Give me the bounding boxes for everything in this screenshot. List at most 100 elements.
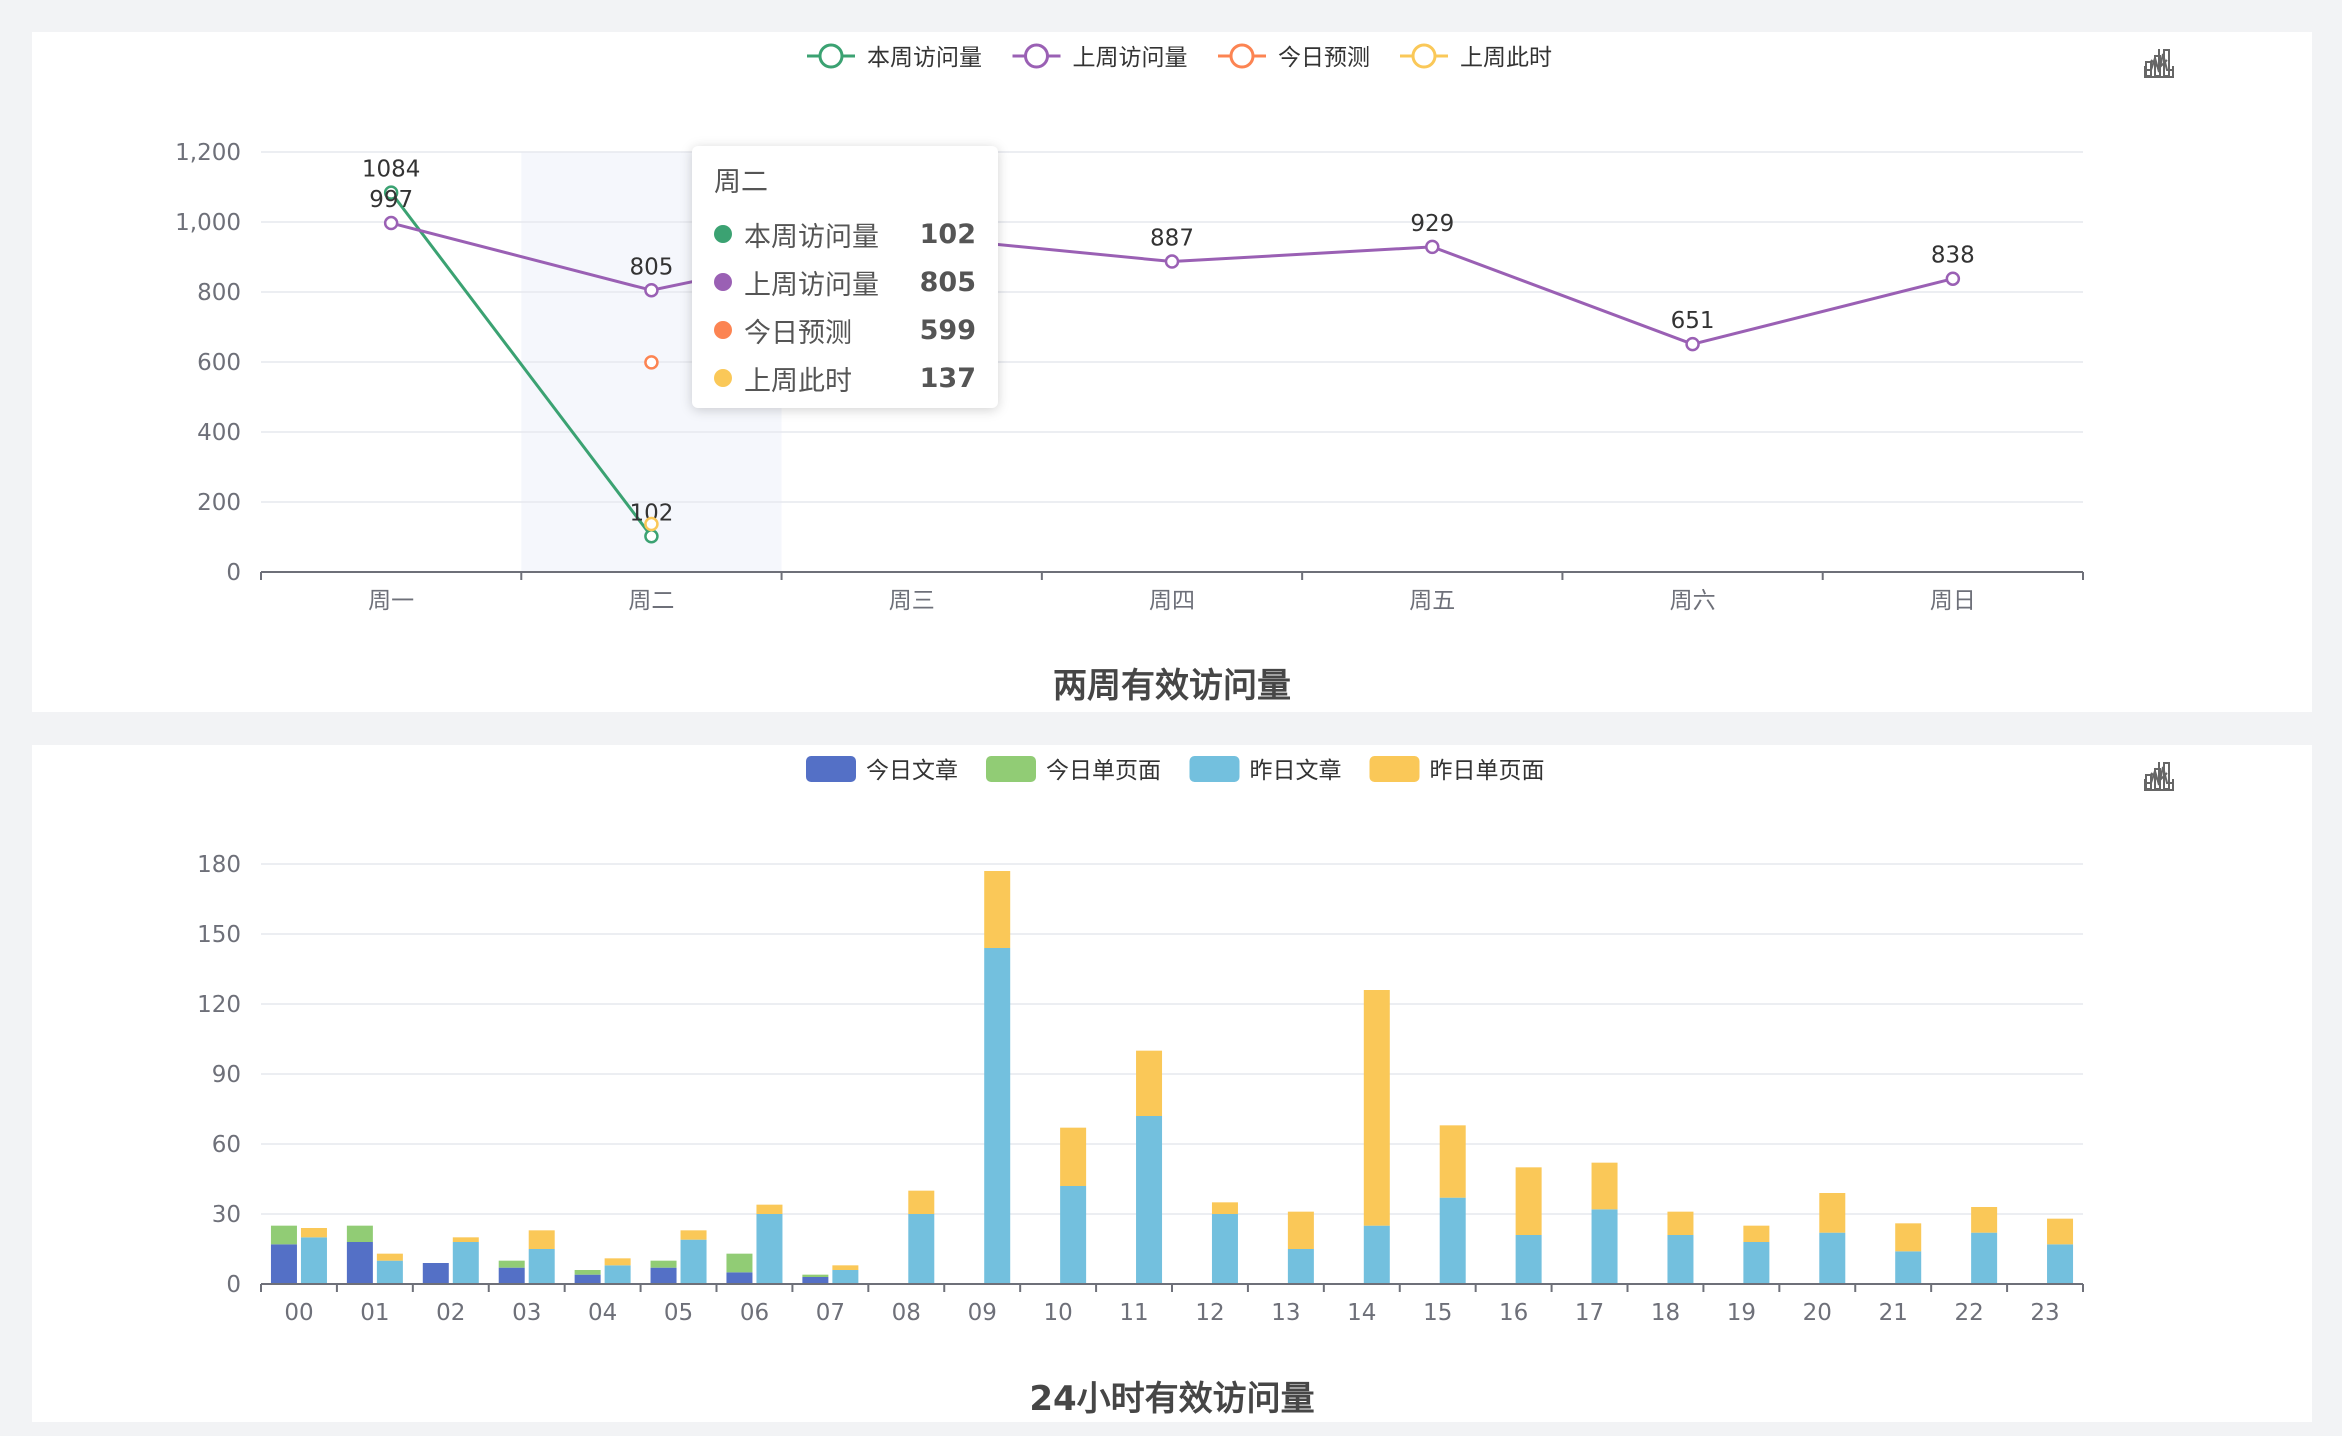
tooltip-dot: [714, 225, 732, 243]
bar: [452, 1237, 479, 1242]
bar: [498, 1260, 525, 1268]
bar: [908, 1214, 935, 1284]
legend-item: 昨日文章: [1189, 756, 1342, 784]
tooltip-dot: [714, 273, 732, 291]
download-icon[interactable]: [2144, 46, 2286, 82]
legend-label: 上周访问量: [1073, 45, 1188, 71]
bar: [1515, 1167, 1542, 1235]
data-point: [1425, 239, 1440, 255]
bar: [528, 1249, 555, 1284]
bar: [1971, 1232, 1998, 1284]
bar: [300, 1228, 327, 1238]
y-tick-label: 800: [197, 280, 241, 306]
bar: [1743, 1242, 1770, 1284]
download-icon[interactable]: [2144, 759, 2286, 795]
bar: [376, 1253, 403, 1261]
y-tick-label: 600: [197, 350, 241, 376]
data-point: [644, 355, 659, 370]
data-point: [1945, 271, 1961, 286]
bar: [1060, 1186, 1087, 1284]
x-tick-label: 周日: [1930, 588, 1976, 614]
bar: [726, 1253, 753, 1273]
x-tick-label: 周四: [1149, 588, 1195, 614]
data-label: 929: [1410, 211, 1454, 237]
bar-chart-icon[interactable]: [2144, 46, 2232, 82]
data-point: [383, 215, 399, 231]
bar: [908, 1190, 935, 1214]
data-point: [383, 185, 399, 200]
legend-item: 今日预测: [1218, 43, 1370, 71]
tooltip-row: 上周访问量 805: [714, 258, 976, 306]
y-tick-label: 150: [197, 922, 241, 948]
bar: [270, 1225, 297, 1245]
x-tick-label: 01: [360, 1300, 389, 1326]
bar: [1287, 1249, 1314, 1284]
bar: [1136, 1116, 1163, 1284]
legend-marker: [1411, 43, 1437, 69]
tooltip-row-value: 599: [919, 314, 976, 346]
x-tick-label: 22: [1954, 1300, 1983, 1326]
bar: [756, 1204, 783, 1214]
tooltip: 周二 本周访问量 102 上周访问量 805 今日预测 599 上周此时 137: [692, 146, 998, 408]
bar: [1895, 1251, 1922, 1284]
y-tick-label: 0: [226, 560, 241, 586]
data-point: [644, 516, 659, 532]
bar: [1136, 1050, 1163, 1116]
legend-item: 本周访问量: [807, 43, 982, 71]
legend-swatch: [806, 756, 856, 782]
data-label: 887: [1150, 226, 1194, 252]
hourly-visits-panel: 0 30 60 90 120 150 180 00 01 02 03 04 05 06 07 08 09 10 11…: [32, 745, 2312, 1422]
y-tick-label: 120: [197, 992, 241, 1018]
x-tick-label: 04: [588, 1300, 617, 1326]
toolbox-bottom: [2142, 759, 2286, 795]
x-tick-label: 14: [1347, 1300, 1376, 1326]
bar: [300, 1237, 327, 1284]
bar: [1515, 1235, 1542, 1284]
x-tick-label: 13: [1271, 1300, 1300, 1326]
bar: [422, 1263, 449, 1284]
x-tick-label: 19: [1727, 1300, 1756, 1326]
y-tick-label: 60: [212, 1132, 241, 1158]
bar: [604, 1265, 631, 1284]
y-tick-label: 0: [226, 1272, 241, 1298]
bar: [346, 1242, 373, 1284]
bar: [1971, 1207, 1998, 1233]
y-tick-label: 400: [197, 420, 241, 446]
legend-label: 本周访问量: [867, 45, 982, 71]
x-tick-label: 周二: [628, 588, 674, 614]
tooltip-dot: [714, 369, 732, 387]
series-line: [389, 191, 653, 538]
bar: [1439, 1125, 1466, 1198]
toolbox-top: [2142, 46, 2286, 82]
y-tick-label: 90: [212, 1062, 241, 1088]
tooltip-row: 本周访问量 102: [714, 210, 976, 258]
bar-chart-icon[interactable]: [2144, 759, 2232, 795]
bar: [498, 1267, 525, 1284]
tooltip-row-name: 本周访问量: [744, 221, 879, 253]
bar: [832, 1270, 859, 1284]
y-tick-label: 1,000: [175, 210, 241, 236]
x-tick-label: 20: [1803, 1300, 1832, 1326]
legend-item: 今日单页面: [986, 756, 1161, 784]
bar: [1743, 1225, 1770, 1242]
bar: [1819, 1232, 1846, 1284]
tooltip-row-name: 上周访问量: [744, 269, 879, 301]
legend: 今日文章 今日单页面 昨日文章 昨日单页面: [806, 756, 1545, 784]
legend-item: 上周此时: [1400, 43, 1552, 71]
bar: [984, 871, 1011, 948]
x-tick-label: 23: [2030, 1300, 2059, 1326]
data-label: 805: [629, 254, 673, 280]
x-tick-label: 02: [436, 1300, 465, 1326]
bar: [2047, 1218, 2074, 1245]
bar: [1211, 1202, 1238, 1214]
bar: [832, 1265, 859, 1270]
tooltip-row-name: 上周此时: [744, 365, 852, 397]
legend: 本周访问量 上周访问量 今日预测 上周此时: [807, 43, 1552, 71]
legend-label: 今日单页面: [1046, 758, 1161, 784]
bar: [270, 1244, 297, 1284]
bar: [1287, 1211, 1314, 1249]
tooltip-row-value: 805: [919, 266, 976, 298]
y-tick-label: 1,200: [175, 140, 241, 166]
x-tick-label: 06: [740, 1300, 769, 1326]
